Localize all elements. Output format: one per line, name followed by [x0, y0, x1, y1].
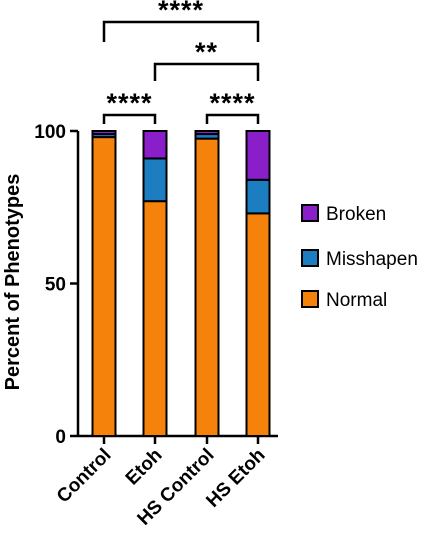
bar-normal-hs-control	[194, 137, 220, 437]
significance-label: ****	[209, 88, 255, 118]
y-axis-title: Percent of Phenotypes	[2, 174, 24, 391]
bar-misshapen-etoh	[142, 157, 168, 203]
significance-bracket	[153, 62, 260, 81]
significance-bracket	[102, 113, 157, 124]
bar-normal-etoh	[142, 200, 168, 437]
x-tick-label: Etoh	[122, 445, 167, 490]
legend-swatch-broken	[301, 204, 319, 222]
bars	[91, 130, 271, 437]
y-tick-label: 0	[55, 427, 66, 448]
bar-misshapen-hs-etoh	[245, 178, 271, 215]
bar-broken-hs-etoh	[245, 130, 271, 181]
y-tick-label: 50	[45, 275, 66, 296]
significance-brackets: ********** ****	[102, 0, 260, 124]
bar-broken-hs-control	[194, 130, 220, 136]
legend-label-normal: Normal	[326, 290, 387, 311]
legend-swatch-misshapen	[301, 249, 319, 267]
significance-label: **	[195, 37, 218, 67]
legend: Broken Misshapen Normal	[301, 204, 418, 311]
bar-normal-control	[91, 136, 117, 437]
significance-bracket	[102, 20, 260, 42]
x-tick-label: Control	[53, 445, 116, 508]
bar-broken-etoh	[142, 130, 168, 160]
significance-label: ****	[158, 0, 204, 25]
y-tick-label: 100	[34, 122, 66, 143]
bar-broken-control	[91, 130, 117, 136]
bar-normal-hs-etoh	[245, 212, 271, 437]
legend-swatch-normal	[301, 290, 319, 308]
significance-label: ****	[106, 88, 152, 118]
significance-bracket	[205, 113, 260, 124]
legend-label-broken: Broken	[326, 204, 386, 225]
legend-label-misshapen: Misshapen	[326, 249, 418, 270]
